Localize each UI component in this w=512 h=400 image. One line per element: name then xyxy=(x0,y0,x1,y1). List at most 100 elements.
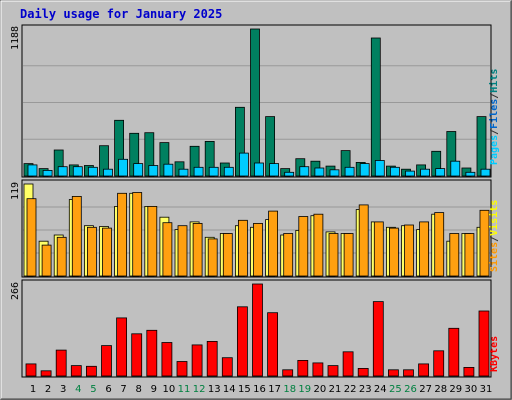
bar-pages-day-31 xyxy=(480,168,491,177)
bar-pages-day-2 xyxy=(42,169,53,177)
x-tick-label-9: 9 xyxy=(151,384,157,395)
ymax-label-kbytes: 266 xyxy=(10,282,21,300)
bar-kbytes-day-undefined xyxy=(40,370,52,377)
bar-pages-day-8 xyxy=(133,163,144,177)
bar-sites-day-undefined xyxy=(237,219,248,277)
bar-pages-day-17 xyxy=(269,163,280,177)
legend-sep-1: / xyxy=(489,129,500,135)
legend-pages: Pages xyxy=(489,135,500,165)
bar-sites-day-undefined xyxy=(449,233,460,277)
bar-pages-day-18 xyxy=(284,171,295,177)
bar-sites-day-undefined xyxy=(419,221,430,277)
bar-sites-day-undefined xyxy=(192,222,203,277)
x-tick-label-17: 17 xyxy=(268,384,281,395)
bar-kbytes-day-undefined xyxy=(252,283,263,377)
chart-title: Daily usage for January 2025 xyxy=(20,7,222,21)
bar-pages-day-20 xyxy=(314,167,325,177)
x-tick-label-29: 29 xyxy=(449,384,462,395)
bar-sites-day-undefined xyxy=(253,222,263,277)
bar-kbytes-day-undefined xyxy=(403,369,414,377)
bar-kbytes-day-undefined xyxy=(282,369,294,377)
bar-pages-day-1 xyxy=(27,164,38,177)
bar-sites-day-undefined xyxy=(358,204,369,277)
x-tick-label-4: 4 xyxy=(75,384,81,395)
bar-pages-day-3 xyxy=(57,166,68,177)
bar-sites-day-undefined xyxy=(313,213,324,277)
legend-visits: Visits xyxy=(488,200,500,236)
bar-kbytes-day-undefined xyxy=(463,366,475,377)
bar-kbytes-day-undefined xyxy=(206,340,218,377)
bar-sites-day-undefined xyxy=(26,198,37,277)
x-tick-label-25: 25 xyxy=(389,384,402,395)
x-axis-labels: 1 2 3 4 5 6 7 8 9 10 11 12 13 14 15 16 17 18 19 20 21 22 23 24 2… xyxy=(30,384,493,395)
bar-sites-day-undefined xyxy=(162,222,173,277)
legend-hits: Hits xyxy=(488,69,500,93)
bar-pages-day-28 xyxy=(435,168,446,177)
x-tick-label-5: 5 xyxy=(90,384,96,395)
bar-pages-day-27 xyxy=(420,168,431,177)
x-tick-label-12: 12 xyxy=(193,384,206,395)
bar-kbytes-day-undefined xyxy=(387,369,399,377)
x-tick-label-10: 10 xyxy=(163,384,176,395)
bar-sites-day-undefined xyxy=(147,205,158,277)
bar-pages-day-11 xyxy=(178,168,189,177)
x-tick-label-16: 16 xyxy=(253,384,266,395)
bar-sites-day-undefined xyxy=(117,192,127,277)
x-tick-label-6: 6 xyxy=(105,384,111,395)
bar-pages-day-22 xyxy=(344,166,355,177)
bar-pages-day-5 xyxy=(88,166,98,177)
legend-sep-3: / xyxy=(489,236,500,242)
legend-files: Files xyxy=(488,99,500,129)
x-tick-label-28: 28 xyxy=(434,384,447,395)
legend-kbytes-panel: KBytes xyxy=(489,336,500,372)
x-tick-label-7: 7 xyxy=(120,384,126,395)
bar-sites-day-undefined xyxy=(132,192,143,277)
bar-hits-day-16 xyxy=(250,28,260,177)
x-tick-label-2: 2 xyxy=(45,384,51,395)
bar-sites-day-undefined xyxy=(71,195,82,277)
bar-pages-day-15 xyxy=(238,152,249,177)
bar-kbytes-day-undefined xyxy=(70,365,82,377)
bar-sites-day-undefined xyxy=(328,233,339,277)
bar-pages-day-30 xyxy=(465,171,476,177)
bar-sites-day-undefined xyxy=(373,221,384,277)
bar-hits-day-31 xyxy=(476,116,487,177)
bar-sites-day-undefined xyxy=(434,212,445,277)
bar-kbytes-day-undefined xyxy=(161,342,173,377)
x-tick-label-30: 30 xyxy=(465,384,478,395)
legend-kbytes: KBytes xyxy=(489,336,500,372)
bar-kbytes-day-undefined xyxy=(101,345,112,377)
bar-kbytes-day-undefined xyxy=(357,367,369,377)
bar-kbytes-day-undefined xyxy=(342,351,354,377)
bar-pages-day-13 xyxy=(208,166,219,177)
bar-sites-day-undefined xyxy=(41,244,52,277)
bar-kbytes-day-undefined xyxy=(176,361,188,377)
bar-sites-day-undefined xyxy=(102,227,112,277)
x-tick-label-18: 18 xyxy=(283,384,296,395)
x-tick-label-24: 24 xyxy=(374,384,387,395)
bar-pages-day-21 xyxy=(329,169,340,177)
bar-kbytes-day-undefined xyxy=(221,357,233,377)
bar-sites-day-undefined xyxy=(479,209,490,277)
bar-pages-day-24 xyxy=(374,160,385,177)
bars xyxy=(23,28,491,377)
bar-kbytes-day-undefined xyxy=(146,329,158,377)
bar-sites-day-undefined xyxy=(298,216,309,277)
bar-sites-day-undefined xyxy=(283,233,294,277)
x-tick-label-13: 13 xyxy=(208,384,221,395)
bar-pages-day-14 xyxy=(223,166,234,177)
bar-kbytes-day-undefined xyxy=(418,363,430,377)
x-tick-label-22: 22 xyxy=(344,384,357,395)
bar-sites-day-undefined xyxy=(87,226,97,277)
legend-sites: Sites xyxy=(488,242,500,272)
bar-kbytes-day-undefined xyxy=(25,363,37,377)
bar-sites-day-undefined xyxy=(56,236,67,277)
x-tick-label-8: 8 xyxy=(136,384,142,395)
bar-pages-day-16 xyxy=(254,162,264,177)
bar-sites-day-undefined xyxy=(207,238,218,277)
bar-kbytes-day-undefined xyxy=(131,333,143,377)
bar-kbytes-day-undefined xyxy=(236,306,248,377)
bar-kbytes-day-undefined xyxy=(55,349,67,377)
x-tick-label-27: 27 xyxy=(419,384,432,395)
